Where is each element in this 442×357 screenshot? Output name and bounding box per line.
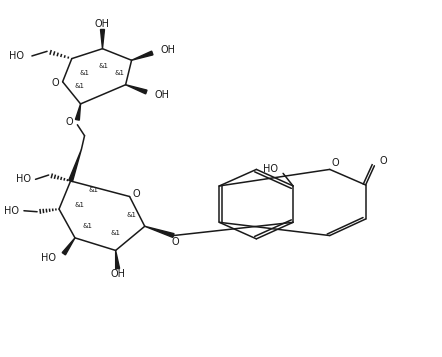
Text: &1: &1 (99, 63, 109, 69)
Text: O: O (171, 236, 179, 246)
Text: &1: &1 (80, 70, 90, 76)
Polygon shape (69, 150, 81, 182)
Text: HO: HO (4, 206, 19, 216)
Text: O: O (52, 79, 59, 89)
Text: O: O (332, 159, 339, 169)
Text: &1: &1 (89, 187, 99, 193)
Polygon shape (116, 251, 120, 269)
Polygon shape (76, 104, 80, 120)
Text: &1: &1 (126, 212, 137, 218)
Text: &1: &1 (114, 70, 125, 76)
Text: HO: HO (16, 174, 31, 184)
Text: &1: &1 (110, 230, 121, 236)
Polygon shape (62, 238, 75, 255)
Polygon shape (132, 51, 153, 60)
Text: O: O (379, 156, 387, 166)
Text: O: O (66, 117, 73, 127)
Text: &1: &1 (83, 223, 93, 229)
Polygon shape (145, 226, 174, 237)
Text: HO: HO (9, 51, 24, 61)
Text: &1: &1 (75, 83, 85, 89)
Text: OH: OH (110, 269, 125, 279)
Text: OH: OH (95, 19, 110, 29)
Polygon shape (100, 30, 104, 49)
Text: OH: OH (160, 45, 175, 55)
Text: HO: HO (263, 164, 278, 174)
Text: O: O (133, 189, 141, 199)
Text: &1: &1 (75, 202, 85, 208)
Text: OH: OH (154, 90, 169, 100)
Text: HO: HO (41, 253, 56, 263)
Polygon shape (126, 85, 147, 94)
